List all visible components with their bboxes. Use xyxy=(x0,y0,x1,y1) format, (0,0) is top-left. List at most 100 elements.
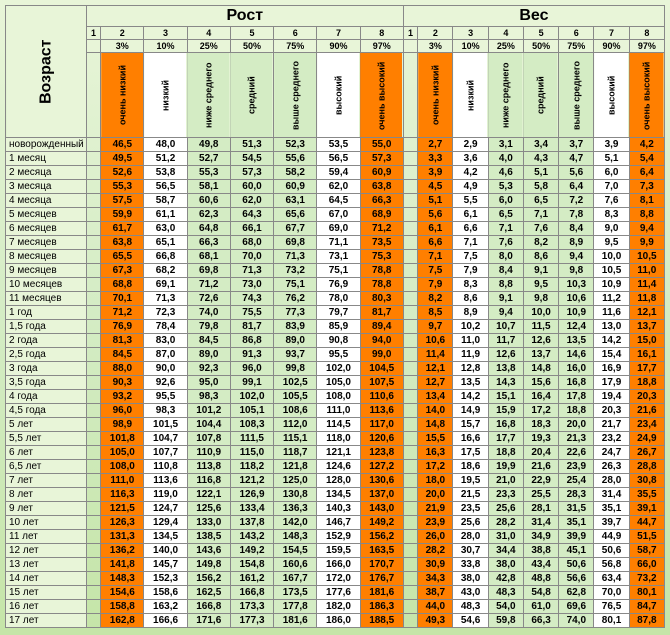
blank-cell xyxy=(403,446,417,460)
height-cell: 62,0 xyxy=(230,194,273,208)
hdr-col-num: 4 xyxy=(488,27,523,40)
age-cell: 6 месяцев xyxy=(6,222,87,236)
weight-cell: 22,6 xyxy=(559,446,594,460)
weight-cell: 11,6 xyxy=(594,306,629,320)
height-cell: 148,3 xyxy=(101,572,144,586)
weight-cell: 30,9 xyxy=(418,558,453,572)
weight-cell: 20,0 xyxy=(559,418,594,432)
weight-cell: 6,1 xyxy=(418,222,453,236)
height-cell: 94,0 xyxy=(360,334,403,348)
weight-cell: 16,8 xyxy=(559,376,594,390)
weight-cell: 7,1 xyxy=(453,236,488,250)
blank-cell xyxy=(403,572,417,586)
height-cell: 159,5 xyxy=(317,544,360,558)
height-cell: 113,8 xyxy=(187,460,230,474)
hdr-age: Возраст xyxy=(6,6,87,138)
height-cell: 81,3 xyxy=(101,334,144,348)
height-cell: 69,1 xyxy=(144,278,187,292)
weight-cell: 8,6 xyxy=(523,250,558,264)
height-cell: 114,5 xyxy=(317,418,360,432)
height-cell: 51,2 xyxy=(144,152,187,166)
height-cell: 166,8 xyxy=(187,600,230,614)
height-cell: 125,6 xyxy=(187,502,230,516)
height-cell: 84,5 xyxy=(101,348,144,362)
weight-cell: 38,0 xyxy=(488,558,523,572)
blank-cell xyxy=(403,614,417,628)
weight-cell: 3,9 xyxy=(418,166,453,180)
weight-cell: 28,2 xyxy=(488,516,523,530)
weight-cell: 20,0 xyxy=(418,488,453,502)
blank-cell xyxy=(403,474,417,488)
weight-cell: 21,6 xyxy=(523,460,558,474)
weight-cell: 5,5 xyxy=(453,194,488,208)
weight-cell: 15,5 xyxy=(418,432,453,446)
age-cell: 6,5 лет xyxy=(6,460,87,474)
height-cell: 89,4 xyxy=(360,320,403,334)
height-cell: 121,5 xyxy=(101,502,144,516)
weight-cell: 4,2 xyxy=(629,138,664,152)
height-cell: 53,8 xyxy=(144,166,187,180)
height-cell: 108,0 xyxy=(101,460,144,474)
weight-cell: 80,1 xyxy=(594,614,629,628)
weight-cell: 16,9 xyxy=(594,362,629,376)
weight-cell: 12,4 xyxy=(559,320,594,334)
weight-cell: 8,4 xyxy=(559,222,594,236)
height-cell: 92,6 xyxy=(144,376,187,390)
age-cell: 2 года xyxy=(6,334,87,348)
blank-cell xyxy=(86,306,100,320)
weight-cell: 19,5 xyxy=(453,474,488,488)
height-cell: 115,0 xyxy=(230,446,273,460)
age-cell: 10 месяцев xyxy=(6,278,87,292)
height-cell: 75,3 xyxy=(360,250,403,264)
weight-cell: 3,7 xyxy=(559,138,594,152)
blank-cell xyxy=(86,572,100,586)
height-cell: 99,1 xyxy=(230,376,273,390)
weight-cell: 18,0 xyxy=(418,474,453,488)
height-cell: 80,3 xyxy=(360,292,403,306)
height-cell: 158,6 xyxy=(144,586,187,600)
age-cell: 4 года xyxy=(6,390,87,404)
weight-cell: 16,0 xyxy=(559,362,594,376)
weight-cell: 34,4 xyxy=(488,544,523,558)
weight-cell: 7,9 xyxy=(453,264,488,278)
height-cell: 163,5 xyxy=(360,544,403,558)
height-cell: 116,8 xyxy=(187,474,230,488)
height-cell: 131,3 xyxy=(101,530,144,544)
height-cell: 49,5 xyxy=(101,152,144,166)
hdr-label: очень низкий xyxy=(101,53,144,138)
weight-cell: 7,9 xyxy=(418,278,453,292)
weight-cell: 21,0 xyxy=(488,474,523,488)
height-cell: 182,0 xyxy=(317,600,360,614)
weight-cell: 48,3 xyxy=(453,600,488,614)
weight-cell: 6,0 xyxy=(594,166,629,180)
weight-cell: 7,3 xyxy=(629,180,664,194)
height-cell: 93,7 xyxy=(274,348,317,362)
weight-cell: 18,3 xyxy=(523,418,558,432)
weight-cell: 21,5 xyxy=(453,488,488,502)
blank-cell xyxy=(86,474,100,488)
weight-cell: 54,0 xyxy=(488,600,523,614)
age-cell: 2 месяца xyxy=(6,166,87,180)
hdr-pct-blank xyxy=(403,40,417,53)
height-cell: 96,0 xyxy=(230,362,273,376)
height-cell: 163,2 xyxy=(144,600,187,614)
hdr-col-num: 3 xyxy=(144,27,187,40)
hdr-pct: 10% xyxy=(144,40,187,53)
height-cell: 69,0 xyxy=(317,222,360,236)
hdr-label: низкий xyxy=(144,53,187,138)
height-cell: 65,1 xyxy=(144,236,187,250)
weight-cell: 21,7 xyxy=(594,418,629,432)
weight-cell: 4,6 xyxy=(488,166,523,180)
weight-cell: 10,7 xyxy=(488,320,523,334)
hdr-label: выше среднего xyxy=(274,53,317,138)
height-cell: 105,5 xyxy=(274,390,317,404)
weight-cell: 25,6 xyxy=(453,516,488,530)
weight-cell: 11,0 xyxy=(629,264,664,278)
hdr-col-num: 5 xyxy=(523,27,558,40)
age-cell: 17 лет xyxy=(6,614,87,628)
height-cell: 124,7 xyxy=(144,502,187,516)
height-cell: 75,5 xyxy=(230,306,273,320)
height-cell: 111,0 xyxy=(101,474,144,488)
blank-cell xyxy=(86,334,100,348)
weight-cell: 8,0 xyxy=(488,250,523,264)
